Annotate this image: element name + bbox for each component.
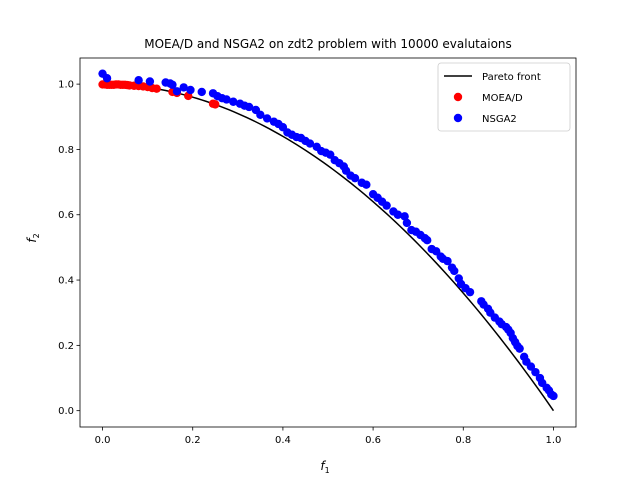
legend-marker-swatch (453, 113, 463, 123)
data-point (443, 256, 452, 266)
data-point (179, 83, 188, 92)
data-point (152, 84, 161, 93)
data-point (350, 173, 360, 183)
data-point (256, 110, 265, 120)
legend-label: Pareto front (482, 72, 541, 83)
y-tick-label: 0.4 (58, 276, 74, 287)
x-axis-label-main: f (320, 459, 326, 473)
y-axis-label: f2 (25, 233, 41, 242)
axes-frame (79, 57, 577, 428)
y-tick-label: 0.2 (58, 341, 74, 352)
chart-title: MOEA/D and NSGA2 on zdt2 problem with 10… (144, 37, 512, 51)
data-point (326, 150, 335, 159)
data-point (145, 77, 155, 86)
legend-label: NSGA2 (482, 114, 517, 125)
data-point (102, 74, 112, 83)
legend-box (437, 62, 571, 132)
data-point (362, 180, 371, 189)
data-point (382, 201, 391, 210)
x-tick-label: 1.0 (546, 435, 562, 446)
legend-marker-swatch (453, 92, 463, 102)
data-point (229, 97, 238, 106)
plot-area (98, 69, 558, 412)
x-tick-label: 0.8 (455, 435, 471, 446)
legend-label: MOEA/D (482, 93, 523, 104)
x-axis-label: f1 (320, 459, 329, 475)
x-tick-label: 0.2 (185, 435, 201, 446)
data-point (402, 218, 412, 228)
series-1 (98, 69, 558, 401)
data-point (186, 85, 195, 95)
y-tick-label: 0.6 (58, 210, 74, 221)
data-point (400, 212, 409, 221)
data-point (423, 236, 432, 245)
data-point (450, 266, 459, 276)
data-point (172, 87, 182, 96)
data-point (393, 210, 403, 219)
data-point (134, 76, 143, 85)
data-point (244, 102, 254, 112)
axes: 0.0 0.2 0.4 0.6 0.8 1.0 0.0 0.2 0.4 0.6 0.8 1.0 (58, 57, 577, 446)
y-axis-label-main: f (25, 237, 39, 243)
x-tick-label: 0.6 (365, 435, 381, 446)
data-point (526, 362, 536, 371)
legend: Pareto front MOEA/D NSGA2 (437, 62, 571, 132)
data-point (305, 139, 315, 148)
x-tick-label: 0.0 (95, 435, 111, 446)
data-point (211, 100, 220, 109)
data-point (531, 367, 540, 377)
data-point (262, 114, 272, 123)
y-tick-label: 0.0 (58, 406, 74, 417)
data-point (549, 391, 558, 401)
y-tick-label: 0.8 (58, 145, 74, 156)
y-tick-label: 1.0 (58, 80, 74, 91)
data-point (515, 344, 524, 353)
data-point (168, 80, 177, 89)
data-point (222, 95, 231, 104)
x-tick-label: 0.4 (275, 435, 291, 446)
x-axis-label-subscript: 1 (325, 466, 330, 475)
data-point (197, 87, 206, 97)
data-point (465, 287, 475, 297)
y-axis-label-subscript: 2 (32, 233, 41, 238)
